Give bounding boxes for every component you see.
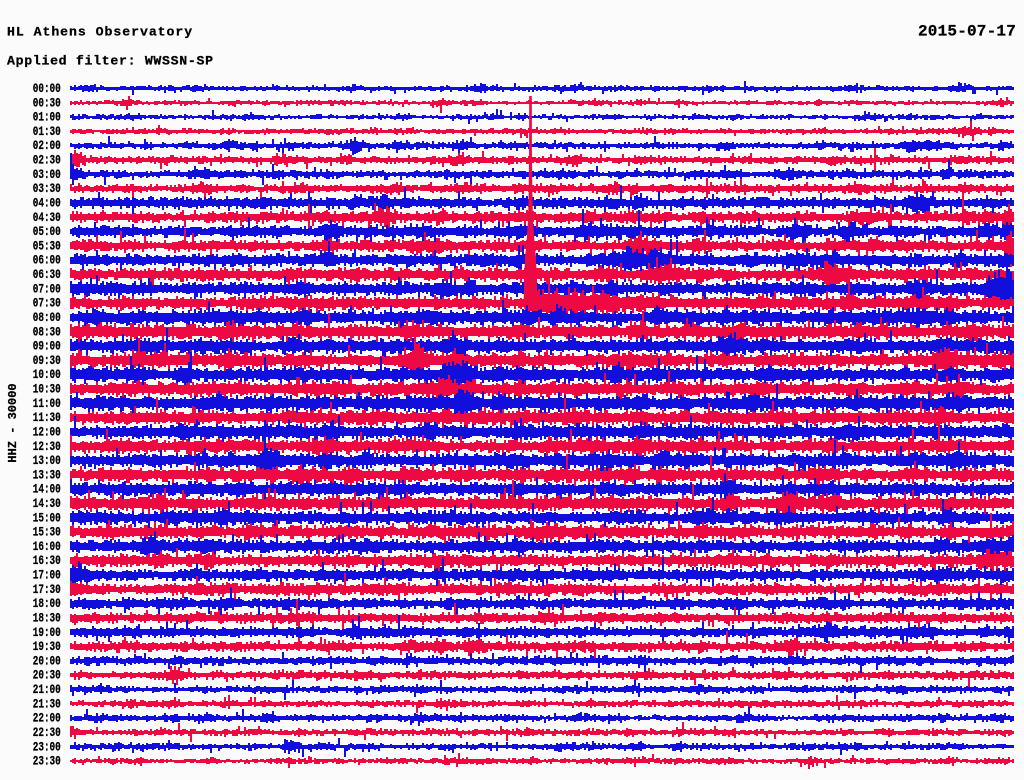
svg-text:03:30: 03:30 [33, 183, 61, 197]
svg-text:07:30: 07:30 [33, 298, 61, 312]
svg-text:Applied filter: WWSSN-SP: Applied filter: WWSSN-SP [7, 54, 214, 69]
svg-text:HL Athens Observatory: HL Athens Observatory [7, 24, 193, 39]
svg-text:22:30: 22:30 [33, 727, 61, 741]
svg-text:09:00: 09:00 [33, 341, 61, 355]
svg-text:06:00: 06:00 [33, 255, 61, 269]
svg-text:11:30: 11:30 [33, 412, 61, 426]
svg-text:02:00: 02:00 [33, 140, 61, 154]
svg-text:04:30: 04:30 [33, 212, 61, 226]
svg-text:20:00: 20:00 [33, 655, 61, 669]
svg-text:08:30: 08:30 [33, 326, 61, 340]
svg-text:21:00: 21:00 [33, 684, 61, 698]
svg-text:17:00: 17:00 [33, 569, 61, 583]
svg-text:02:30: 02:30 [33, 154, 61, 168]
svg-text:11:00: 11:00 [33, 398, 61, 412]
svg-text:13:30: 13:30 [33, 469, 61, 483]
svg-text:HHZ - 30000: HHZ - 30000 [6, 383, 20, 462]
svg-text:13:00: 13:00 [33, 455, 61, 469]
svg-text:05:00: 05:00 [33, 226, 61, 240]
svg-text:18:00: 18:00 [33, 598, 61, 612]
svg-text:22:00: 22:00 [33, 713, 61, 727]
svg-text:12:30: 12:30 [33, 441, 61, 455]
svg-text:19:30: 19:30 [33, 641, 61, 655]
svg-text:10:30: 10:30 [33, 383, 61, 397]
svg-text:10:00: 10:00 [33, 369, 61, 383]
svg-text:12:00: 12:00 [33, 426, 61, 440]
svg-text:17:30: 17:30 [33, 584, 61, 598]
svg-text:16:30: 16:30 [33, 555, 61, 569]
svg-text:14:30: 14:30 [33, 498, 61, 512]
svg-text:21:30: 21:30 [33, 698, 61, 712]
svg-text:00:30: 00:30 [33, 97, 61, 111]
svg-text:08:00: 08:00 [33, 312, 61, 326]
svg-text:14:00: 14:00 [33, 484, 61, 498]
svg-text:09:30: 09:30 [33, 355, 61, 369]
svg-text:18:30: 18:30 [33, 612, 61, 626]
svg-text:01:30: 01:30 [33, 126, 61, 140]
svg-text:01:00: 01:00 [33, 112, 61, 126]
svg-text:00:00: 00:00 [33, 83, 61, 97]
svg-text:16:00: 16:00 [33, 541, 61, 555]
svg-text:2015-07-17: 2015-07-17 [918, 22, 1016, 40]
svg-text:05:30: 05:30 [33, 240, 61, 254]
svg-text:20:30: 20:30 [33, 670, 61, 684]
svg-text:15:30: 15:30 [33, 527, 61, 541]
svg-text:06:30: 06:30 [33, 269, 61, 283]
svg-text:19:00: 19:00 [33, 627, 61, 641]
svg-text:23:30: 23:30 [33, 756, 61, 770]
svg-text:23:00: 23:00 [33, 741, 61, 755]
svg-text:04:00: 04:00 [33, 197, 61, 211]
svg-text:03:00: 03:00 [33, 169, 61, 183]
svg-text:15:00: 15:00 [33, 512, 61, 526]
svg-text:07:00: 07:00 [33, 283, 61, 297]
